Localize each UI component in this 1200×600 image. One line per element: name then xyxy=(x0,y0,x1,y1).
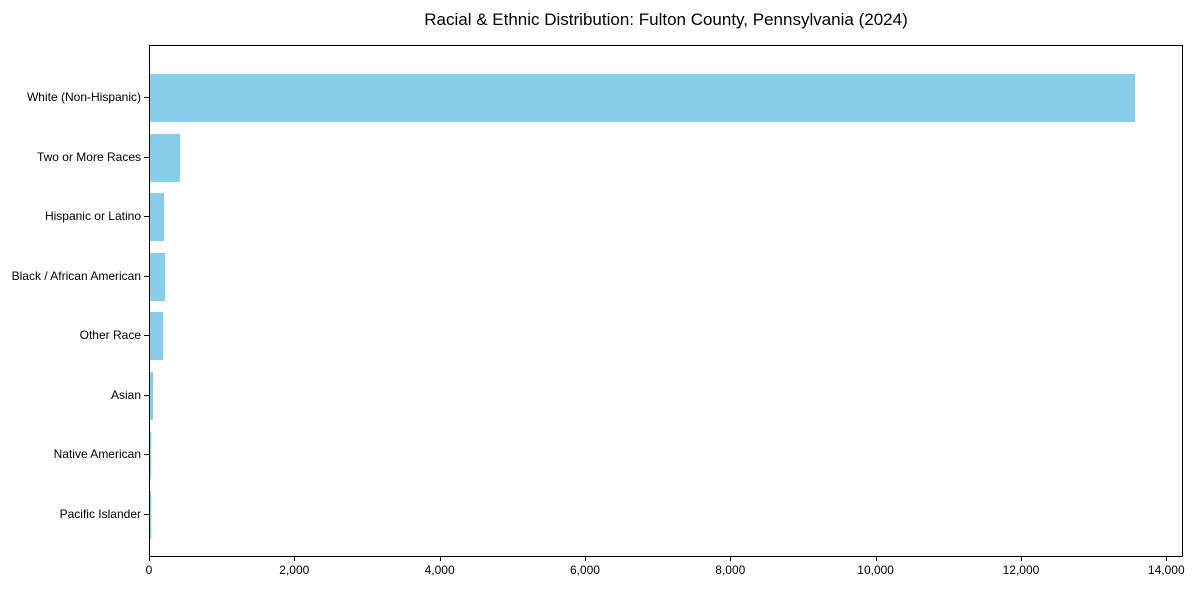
x-axis-tick-label: 6,000 xyxy=(569,563,600,577)
x-tick xyxy=(294,557,296,561)
bar-asian xyxy=(150,371,153,420)
bar-two-or-more-races xyxy=(150,133,181,182)
x-tick xyxy=(730,557,732,561)
y-tick xyxy=(144,156,149,158)
x-tick xyxy=(875,557,877,561)
y-axis-category-label: Pacific Islander xyxy=(59,506,141,521)
y-tick xyxy=(144,97,149,98)
bar-black-african-american xyxy=(150,252,165,301)
bar-other-race xyxy=(150,312,164,360)
y-tick xyxy=(144,216,149,217)
y-tick xyxy=(144,335,149,336)
x-axis-tick-label: 4,000 xyxy=(424,563,455,577)
y-tick xyxy=(144,394,149,396)
x-axis-tick-label: 12,000 xyxy=(1002,563,1040,577)
y-tick xyxy=(144,513,149,515)
y-axis-category-label: Asian xyxy=(110,387,141,402)
y-axis-category-label: Hispanic or Latino xyxy=(44,209,141,223)
plot-area xyxy=(149,45,1183,557)
x-axis-tick-label: 2,000 xyxy=(279,563,310,577)
y-tick xyxy=(144,454,149,455)
x-axis-tick-label: 0 xyxy=(145,563,153,577)
y-axis-category-label: Two or More Races xyxy=(36,149,141,164)
x-tick xyxy=(439,557,441,561)
y-axis-category-label: Native American xyxy=(53,447,141,461)
y-tick xyxy=(144,275,149,277)
y-axis-category-label: Black / African American xyxy=(11,268,141,283)
x-axis-tick-label: 8,000 xyxy=(715,563,746,577)
x-tick xyxy=(1020,557,1022,561)
x-tick xyxy=(149,557,150,561)
x-tick xyxy=(1166,557,1168,561)
x-axis-tick-label: 14,000 xyxy=(1147,563,1185,577)
bar-white-non-hispanic xyxy=(150,74,1135,122)
bar-hispanic-or-latino xyxy=(150,193,165,241)
y-axis-category-label: Other Race xyxy=(79,328,141,342)
x-tick xyxy=(584,557,586,561)
bar-native-american xyxy=(150,431,151,479)
y-axis-category-label: White (Non-Hispanic) xyxy=(26,90,141,104)
x-axis-tick-label: 10,000 xyxy=(857,563,894,577)
chart-title: Racial & Ethnic Distribution: Fulton Cou… xyxy=(424,10,908,29)
